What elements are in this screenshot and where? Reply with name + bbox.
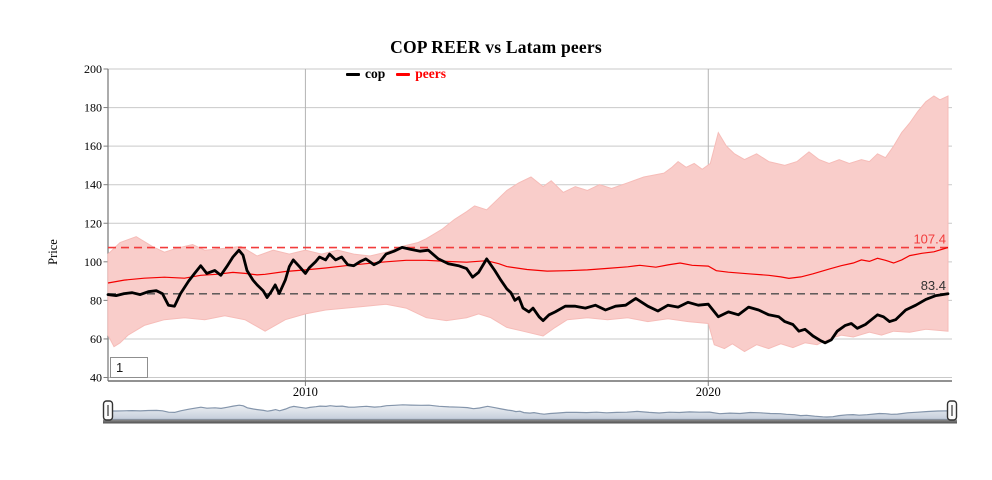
y-tick-label: 180 bbox=[84, 101, 102, 115]
navigator-area[interactable] bbox=[107, 404, 953, 421]
x-tick-label: 2010 bbox=[293, 385, 318, 399]
y-tick-label: 80 bbox=[90, 293, 102, 307]
legend-peers-label: peers bbox=[415, 66, 446, 81]
y-tick-label: 200 bbox=[84, 62, 102, 76]
peers-line-swatch bbox=[396, 72, 411, 76]
y-tick-label: 160 bbox=[84, 139, 102, 153]
legend-item-cop[interactable]: cop bbox=[346, 66, 385, 82]
peers-last-value-label: 107.4 bbox=[913, 232, 946, 247]
navigator-track[interactable] bbox=[103, 419, 957, 424]
peers-line bbox=[107, 246, 949, 284]
y-tick-label: 40 bbox=[90, 371, 102, 385]
legend: cop peers bbox=[346, 66, 446, 82]
cop-last-value-label: 83.4 bbox=[921, 278, 946, 293]
y-tick-label: 120 bbox=[84, 216, 102, 230]
y-tick-label: 60 bbox=[90, 332, 102, 346]
chart-title: COP REER vs Latam peers bbox=[390, 37, 602, 57]
range-indicator[interactable]: 1 bbox=[110, 357, 148, 378]
cop-line-swatch bbox=[346, 72, 360, 76]
y-tick-label: 140 bbox=[84, 178, 102, 192]
y-tick-label: 100 bbox=[84, 255, 102, 269]
legend-cop-label: cop bbox=[365, 66, 386, 81]
legend-item-peers[interactable]: peers bbox=[396, 66, 446, 82]
y-axis-title: Price bbox=[46, 239, 60, 265]
peers-range-band bbox=[107, 95, 949, 353]
x-tick-label: 2020 bbox=[696, 385, 721, 399]
cop-line bbox=[106, 246, 950, 345]
